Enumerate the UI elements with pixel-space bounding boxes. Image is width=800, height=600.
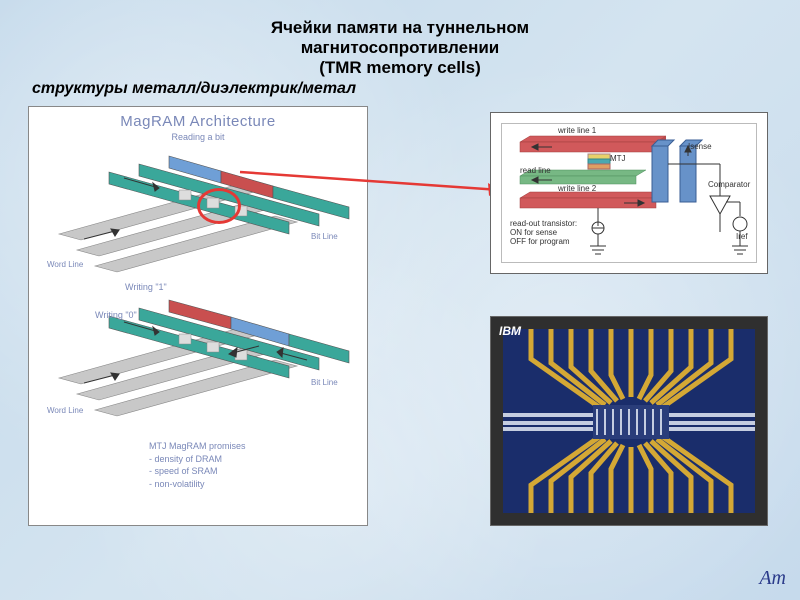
ibm-tag: IBM [497,323,531,351]
mtj-label: MTJ [610,154,626,163]
write-line-2-label: write line 2 [558,184,596,193]
ibm-chip-panel: IBM [490,316,768,526]
readout-label: read-out transistor: ON for sense OFF fo… [510,220,577,246]
write-line-1-label: write line 1 [558,126,596,135]
iref-label: Iref [736,232,748,241]
ibm-text: IBM [499,324,521,338]
corner-logo: Am [759,567,786,590]
logo-text: Am [759,567,786,589]
schematic-inner: write line 1 read line MTJ write line 2 … [501,123,757,263]
chip-svg [503,329,755,513]
mtj-schematic-panel: write line 1 read line MTJ write line 2 … [490,112,768,274]
chip-micrograph [503,329,755,513]
isense-label: Isense [688,142,712,151]
comparator-label: Comparator [708,180,750,189]
read-line-label: read line [520,166,551,175]
